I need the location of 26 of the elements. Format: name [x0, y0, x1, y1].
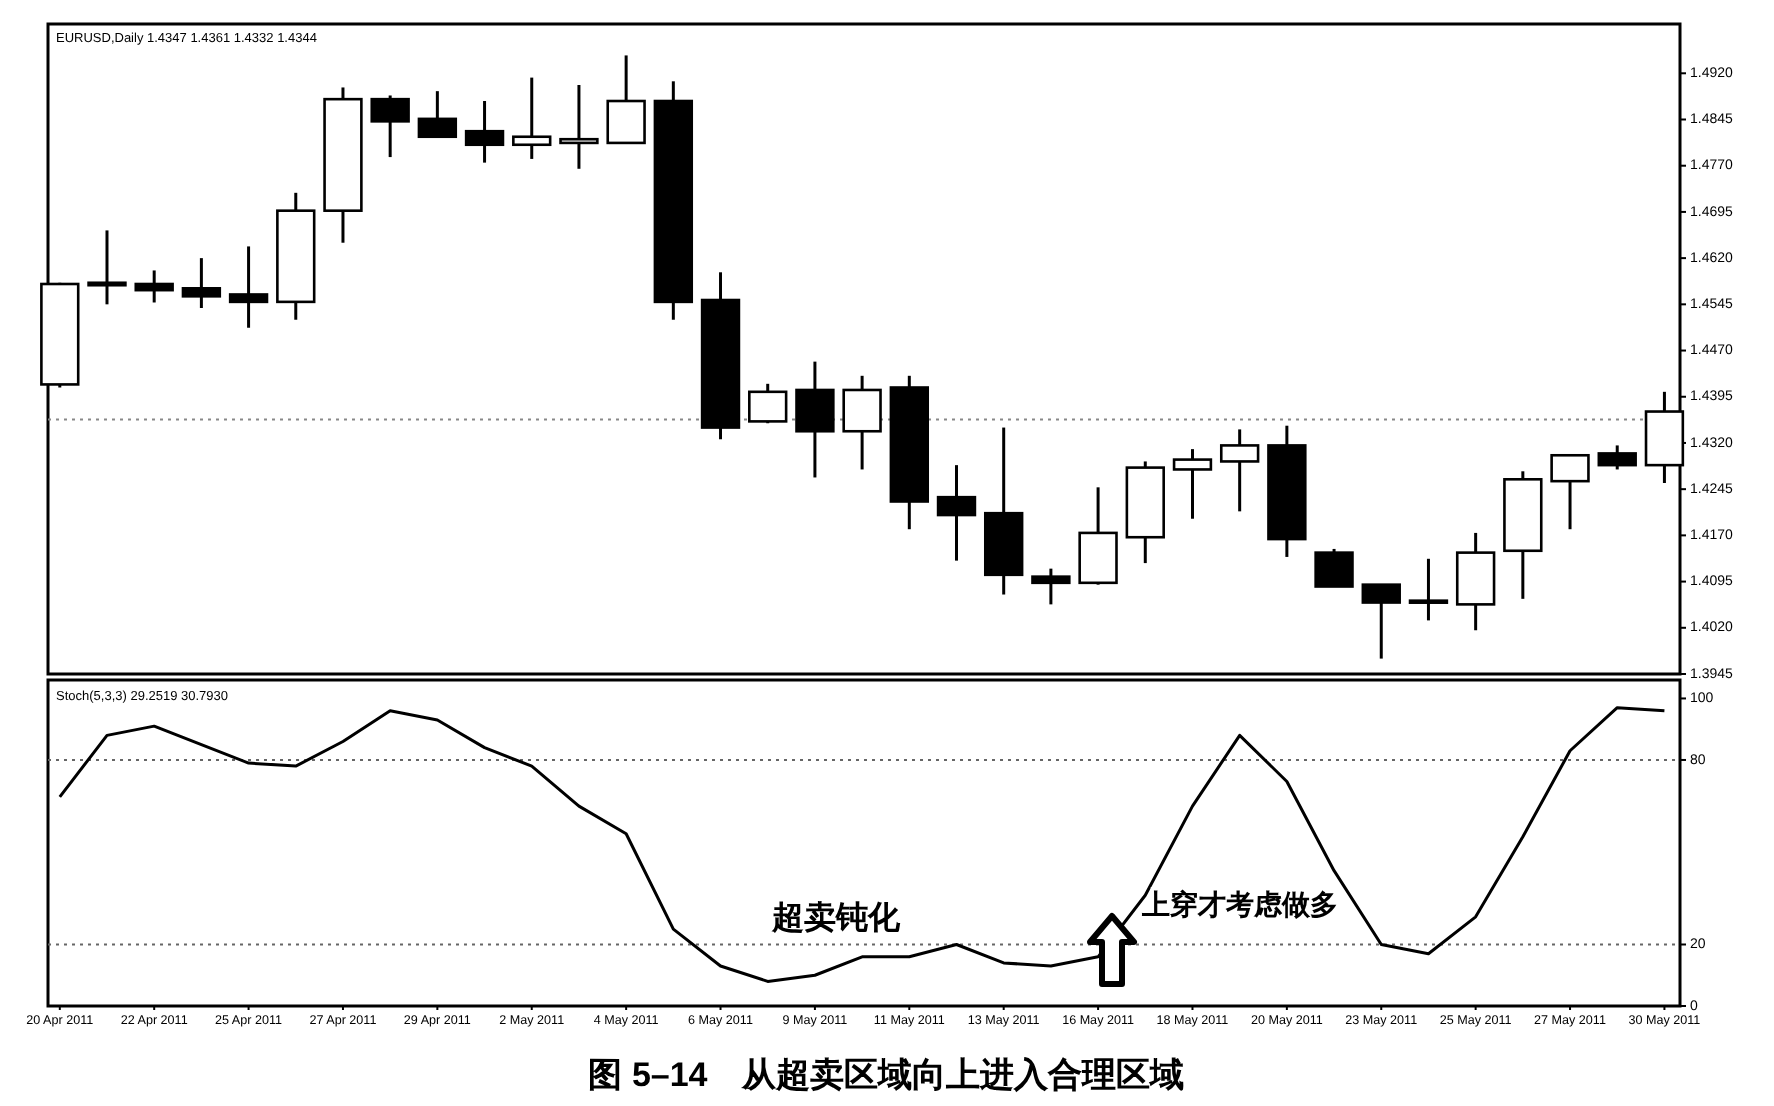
annotation: 上穿才考虑做多 [1140, 888, 1338, 920]
annotation: 超卖钝化 [770, 900, 902, 936]
caption: 图 5–14 从超卖区域向上进入合理区域 [588, 1056, 1184, 1094]
candlestick [1219, 427, 1260, 513]
candlestick [134, 268, 174, 304]
candlestick [512, 76, 552, 161]
candlestick [1550, 453, 1590, 531]
candlestick [1408, 557, 1449, 622]
candlestick [559, 83, 599, 171]
candlestick [1314, 547, 1354, 589]
candlestick [370, 93, 410, 159]
candlestick [606, 53, 646, 145]
candlestick [1597, 443, 1637, 471]
candlestick [842, 374, 882, 471]
line-series [58, 706, 1666, 983]
candlestick [795, 360, 835, 479]
candlestick [1361, 583, 1401, 661]
candlestick [936, 463, 977, 563]
candlestick [417, 89, 458, 139]
candlestick [1172, 447, 1213, 521]
candlestick [87, 228, 127, 306]
candlestick [464, 99, 505, 165]
candlestick [228, 244, 269, 330]
candlestick [748, 382, 788, 425]
candlestick [1031, 567, 1071, 606]
candlestick [181, 256, 222, 310]
